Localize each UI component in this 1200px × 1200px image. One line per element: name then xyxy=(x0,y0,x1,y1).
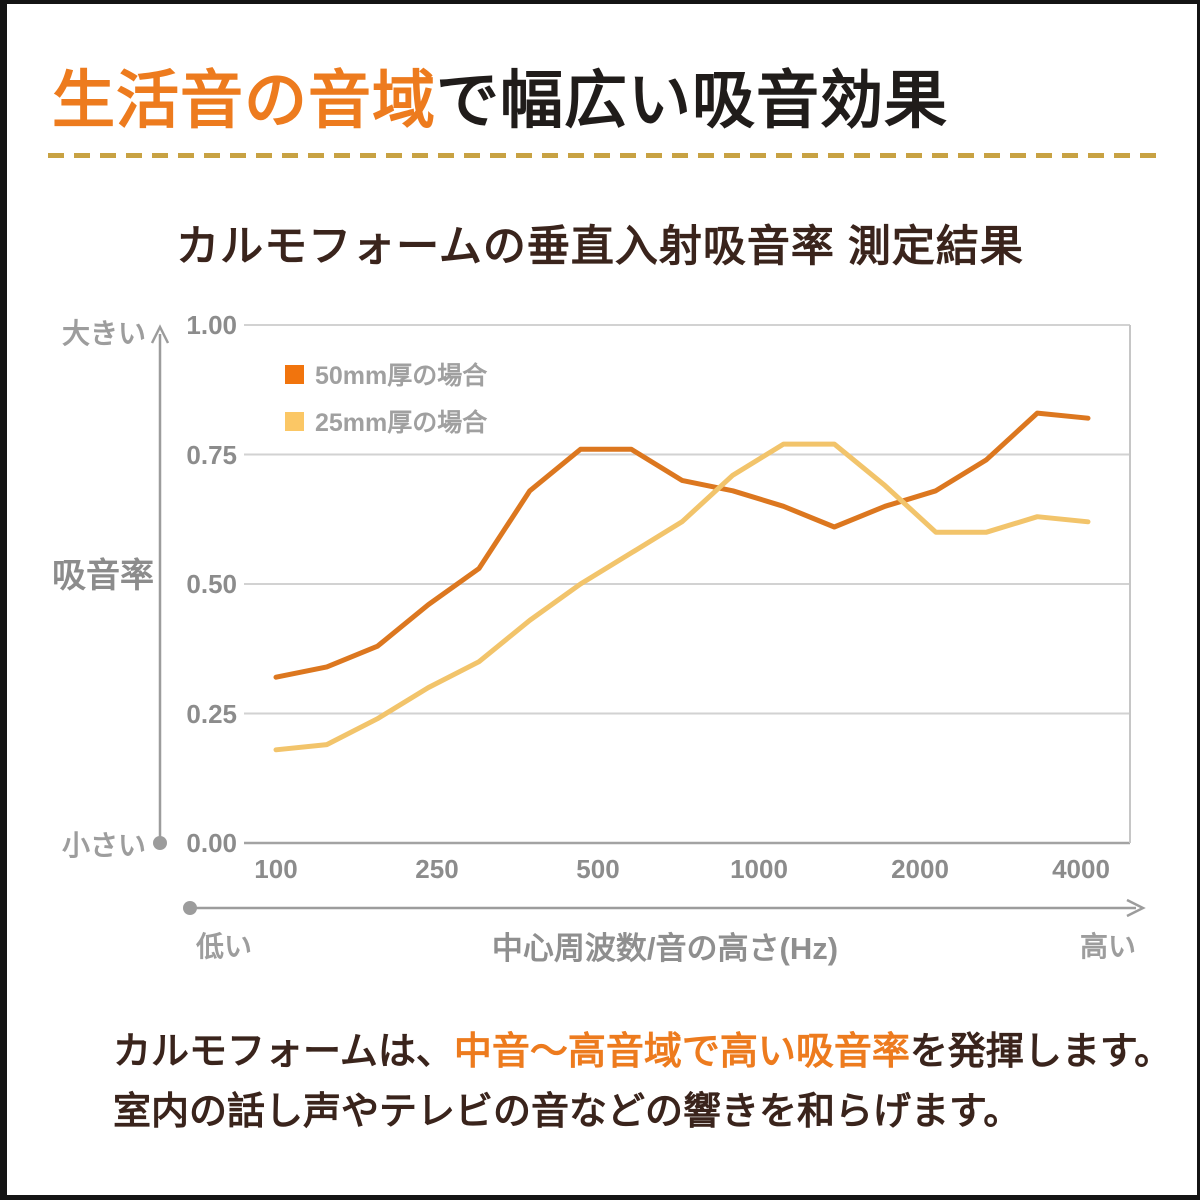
legend-item-50mm: 50mm厚の場合 xyxy=(285,356,487,392)
x-tick-label: 250 xyxy=(415,854,459,884)
dashed-divider xyxy=(48,153,1156,158)
y-tick-label: 0.75 xyxy=(186,439,237,470)
x-axis-arrowhead-icon xyxy=(1126,898,1146,918)
x-axis-left-note: 低い xyxy=(196,931,253,962)
legend-label-50mm: 50mm厚の場合 xyxy=(315,362,488,390)
y-axis-bottom-note: 小さい xyxy=(62,830,147,861)
x-axis-label: 中心周波数/音の高さ(Hz) xyxy=(491,931,839,966)
x-tick-label: 4000 xyxy=(1052,854,1110,884)
y-tick-label: 0.25 xyxy=(186,698,237,729)
legend-swatch-25mm xyxy=(285,411,304,431)
x-axis-right-note: 高い xyxy=(1080,931,1137,962)
page-title-highlight: 生活音の音域 xyxy=(52,66,436,136)
footer-caption: カルモフォームは、中音〜高音域で高い吸音率を発揮します。 室内の話し声やテレビの… xyxy=(113,1022,1172,1142)
series-line-50mm xyxy=(273,410,1091,680)
x-tick-label: 100 xyxy=(254,854,298,884)
footer-line-2: 室内の話し声やテレビの音などの響きを和らげます。 xyxy=(113,1091,1022,1133)
y-axis-top-note: 大きい xyxy=(62,318,147,349)
legend-swatch-50mm xyxy=(285,364,304,384)
x-tick-label: 500 xyxy=(576,854,620,884)
page-title: 生活音の音域で幅広い吸音効果 xyxy=(52,50,948,141)
y-tick-label: 0.50 xyxy=(186,569,237,599)
x-axis-origin-dot xyxy=(183,901,197,915)
footer-line-1: カルモフォームは、中音〜高音域で高い吸音率を発揮します。 xyxy=(113,1031,1173,1073)
legend-item-25mm: 25mm厚の場合 xyxy=(285,403,487,439)
x-tick-label: 2000 xyxy=(891,854,949,884)
chart-legend: 50mm厚の場合 25mm厚の場合 xyxy=(285,356,487,439)
y-tick-label: 1.00 xyxy=(186,310,237,340)
legend-label-25mm: 25mm厚の場合 xyxy=(315,409,488,437)
footer-highlight: 中音〜高音域で高い吸音率 xyxy=(453,1031,910,1073)
series-line-25mm xyxy=(273,441,1091,753)
y-tick-label: 0.00 xyxy=(186,828,237,858)
y-axis-label: 吸音率 xyxy=(52,557,154,595)
chart-title: カルモフォームの垂直入射吸音率 測定結果 xyxy=(176,223,1024,271)
x-tick-label: 1000 xyxy=(730,854,788,884)
page-title-rest: で幅広い吸音効果 xyxy=(436,66,948,136)
